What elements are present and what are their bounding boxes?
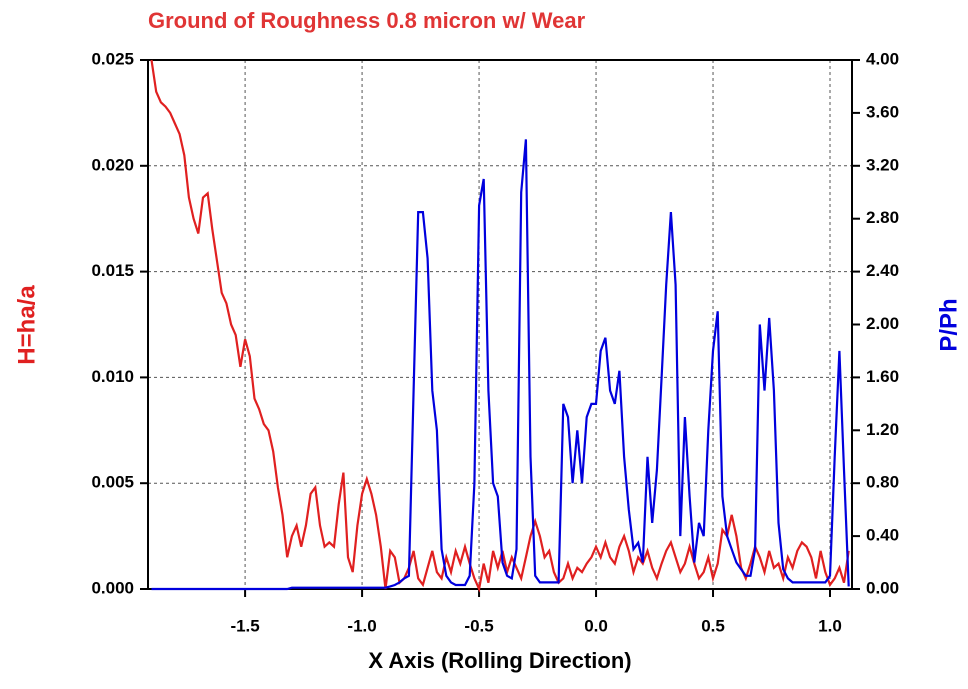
series-line — [150, 59, 850, 593]
x-tick-label: -1.0 — [347, 616, 376, 635]
y2-tick-label: 3.60 — [866, 102, 899, 121]
x-tick-label: 1.0 — [818, 616, 842, 635]
y-tick-label: 0.000 — [91, 578, 134, 597]
y2-tick-label: 2.80 — [866, 208, 899, 227]
y2-tick-label: 3.20 — [866, 155, 899, 174]
plot-frame — [147, 59, 853, 590]
series-line — [151, 139, 850, 591]
x-tick-label: -1.5 — [230, 616, 259, 635]
y2-tick-label: 0.80 — [866, 473, 899, 492]
y2-tick-label: 0.40 — [866, 526, 899, 545]
x-tick-label: -0.5 — [464, 616, 493, 635]
x-tick-label: 0.0 — [584, 616, 608, 635]
y-axis-label: H=ha/a — [13, 285, 40, 365]
y2-tick-label: 1.20 — [866, 420, 899, 439]
chart-title: Ground of Roughness 0.8 micron w/ Wear — [148, 8, 586, 33]
y-tick-label: 0.015 — [91, 261, 134, 280]
y-tick-label: 0.020 — [91, 155, 134, 174]
y2-tick-label: 1.60 — [866, 367, 899, 386]
y2-tick-label: 0.00 — [866, 578, 899, 597]
x-tick-label: 0.5 — [701, 616, 725, 635]
y2-tick-label: 2.40 — [866, 261, 899, 280]
y-tick-label: 0.025 — [91, 49, 134, 68]
y2-tick-label: 4.00 — [866, 49, 899, 68]
y-tick-label: 0.010 — [91, 367, 134, 386]
x-axis-label: X Axis (Rolling Direction) — [368, 648, 631, 673]
y2-axis-label: P/Ph — [935, 298, 962, 351]
y2-tick-label: 2.00 — [866, 314, 899, 333]
y-tick-label: 0.005 — [91, 473, 134, 492]
